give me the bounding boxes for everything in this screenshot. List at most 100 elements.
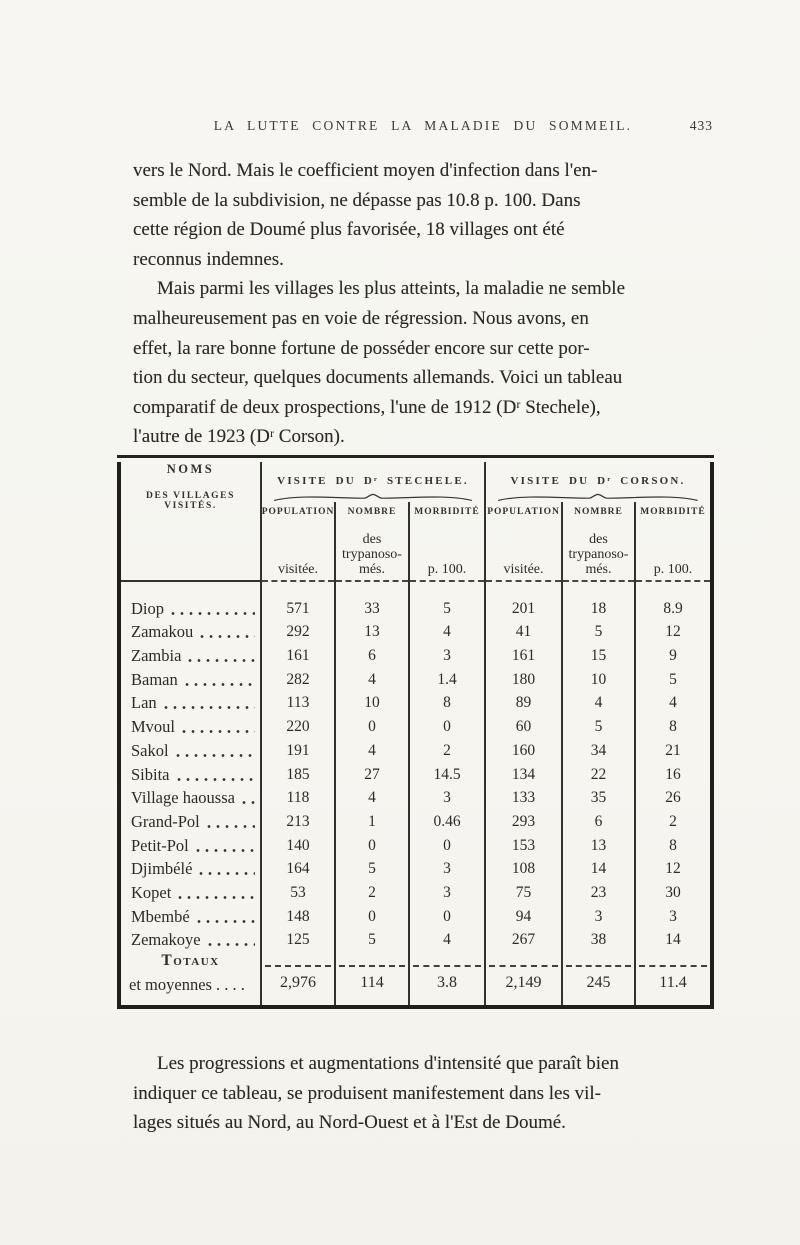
- table-row: Lan 113 10 8 89 4 4: [119, 689, 712, 714]
- village-name-cell: Djimbélé: [119, 855, 262, 880]
- names-header-main: NOMS: [166, 462, 215, 476]
- cell-value: 0: [334, 902, 409, 927]
- leader-dots: [206, 823, 255, 829]
- table-row: Kopet 53 2 3 75 23 30: [119, 879, 712, 903]
- leader-dots: [241, 800, 255, 806]
- leader-dots: [195, 847, 255, 853]
- leader-dots: [184, 681, 255, 687]
- cell-value: 2: [634, 808, 712, 832]
- cell-value: 13: [334, 618, 409, 643]
- cell-value: 15: [561, 642, 635, 667]
- cell-value: 108: [484, 855, 562, 880]
- cell-value: 30: [634, 879, 712, 903]
- cell-value: 8: [634, 831, 712, 856]
- totals-value-cell: 245: [561, 950, 635, 1008]
- group-header-corson: VISITE DU Dʳ CORSON.: [484, 462, 712, 502]
- leader-dots: [188, 658, 255, 664]
- table-row: Djimbélé 164 5 3 108 14 12: [119, 855, 712, 880]
- cell-value: 267: [484, 926, 562, 951]
- table-row: Grand-Pol 213 1 0.46 293 6 2: [119, 808, 712, 832]
- village-name: Mbembé: [131, 906, 190, 926]
- cell-value: 5: [334, 926, 409, 951]
- cell-value: 160: [484, 737, 562, 761]
- totals-value: 3.8: [437, 974, 457, 992]
- cell-value: 18: [561, 581, 635, 619]
- cell-value: 89: [484, 689, 562, 714]
- paragraph-2: Mais parmi les villages les plus atteint…: [133, 278, 626, 448]
- cell-value: 0.46: [408, 808, 485, 832]
- brace-icon: [273, 493, 473, 501]
- cell-value: 220: [260, 713, 335, 738]
- cell-value: 10: [334, 689, 409, 714]
- group-header-stechele: VISITE DU Dʳ STECHELE.: [260, 462, 485, 502]
- cell-value: 161: [260, 642, 335, 667]
- brace-icon: [498, 493, 698, 501]
- table-row: Sibita 185 27 14.5 134 22 16: [119, 760, 712, 785]
- paragraph-1: vers le Nord. Mais le coefficient moyen …: [133, 160, 598, 270]
- names-column-header: NOMS DES VILLAGES VISITÉS.: [119, 462, 262, 582]
- cell-value: 23: [561, 879, 635, 903]
- subheader-corson-population: POPULATION visitée.: [484, 502, 562, 582]
- cell-value: 5: [561, 713, 635, 738]
- cell-value: 133: [484, 784, 562, 809]
- cell-value: 4: [334, 737, 409, 761]
- village-name-cell: Mbembé: [119, 902, 262, 927]
- village-name: Djimbélé: [131, 859, 193, 879]
- cell-value: 3: [408, 855, 485, 880]
- cell-value: 4: [561, 689, 635, 714]
- cell-value: 164: [260, 855, 335, 880]
- totals-value: 2,149: [505, 974, 542, 992]
- subheader-stechele-morbidite: MORBIDITÉ p. 100.: [408, 502, 485, 582]
- totals-value: 114: [360, 974, 384, 992]
- leader-dots: [176, 776, 255, 782]
- village-name: Kopet: [131, 882, 172, 902]
- totals-label-caps: Totaux: [161, 952, 220, 970]
- villages-table: NOMS DES VILLAGES VISITÉS. VISITE DU Dʳ …: [117, 462, 714, 1010]
- subheader-corson-nombre: NOMBRE des trypanoso- més.: [561, 502, 635, 582]
- paragraph-3: Les progressions et augmentations d'inte…: [133, 1053, 619, 1134]
- cell-value: 125: [260, 926, 335, 951]
- cell-value: 134: [484, 760, 562, 785]
- cell-value: 9: [634, 642, 712, 667]
- cell-value: 148: [260, 902, 335, 927]
- cell-value: 3: [561, 902, 635, 927]
- village-name-cell: Lan: [119, 689, 262, 714]
- totals-value-cell: 2,149: [484, 950, 562, 1008]
- table-row: Baman 282 4 1.4 180 10 5: [119, 666, 712, 690]
- village-name-cell: Zamakou: [119, 618, 262, 643]
- subheader-corson-morbidite: MORBIDITÉ p. 100.: [634, 502, 712, 582]
- village-name-cell: Sibita: [119, 760, 262, 785]
- cell-value: 4: [408, 926, 485, 951]
- sub-header-row: POPULATION visitée. NOMBRE des trypanoso- …: [119, 502, 712, 582]
- cell-value: 4: [334, 666, 409, 690]
- village-name-cell: Mvoul: [119, 713, 262, 738]
- table-row: Zemakoye 125 5 4 267 38 14: [119, 926, 712, 951]
- leader-dots: [175, 752, 255, 758]
- village-name: Zambia: [131, 646, 182, 666]
- table-row: Diop 571 33 5 201 18 8.9: [119, 581, 712, 619]
- cell-value: 1.4: [408, 666, 485, 690]
- cell-value: 12: [634, 618, 712, 643]
- cell-value: 60: [484, 713, 562, 738]
- cell-value: 161: [484, 642, 562, 667]
- cell-value: 201: [484, 581, 562, 619]
- cell-value: 14: [634, 926, 712, 951]
- cell-value: 3: [634, 902, 712, 927]
- village-name: Sakol: [131, 740, 169, 760]
- cell-value: 4: [634, 689, 712, 714]
- cell-value: 13: [561, 831, 635, 856]
- village-name-cell: Village haoussa: [119, 784, 262, 809]
- table-row: Mvoul 220 0 0 60 5 8: [119, 713, 712, 738]
- table-top-rule: [117, 455, 714, 458]
- cell-value: 8.9: [634, 581, 712, 619]
- leader-dots: [163, 705, 255, 711]
- village-name: Zemakoye: [131, 930, 201, 950]
- leader-dots: [207, 942, 255, 948]
- totals-value: 2,976: [280, 974, 316, 992]
- cell-value: 3: [408, 879, 485, 903]
- village-name-cell: Zemakoye: [119, 926, 262, 951]
- cell-value: 0: [408, 713, 485, 738]
- cell-value: 6: [561, 808, 635, 832]
- village-name: Baman: [131, 669, 178, 689]
- cell-value: 118: [260, 784, 335, 809]
